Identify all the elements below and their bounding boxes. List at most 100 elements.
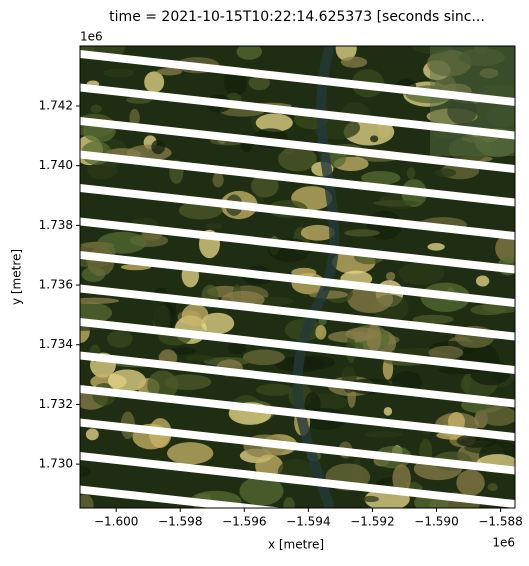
texture	[392, 464, 411, 494]
texture	[398, 262, 445, 285]
texture	[205, 223, 223, 230]
texture	[427, 243, 445, 251]
texture	[200, 312, 235, 334]
texture	[106, 330, 133, 348]
texture	[144, 71, 165, 93]
texture	[256, 296, 294, 306]
texture	[373, 199, 419, 207]
texture	[406, 167, 416, 180]
texture	[340, 56, 368, 68]
y-offset: 1e6	[80, 30, 103, 44]
texture	[167, 442, 214, 465]
texture	[470, 304, 506, 316]
texture	[236, 46, 263, 60]
swath-gap	[80, 251, 515, 307]
texture	[345, 327, 380, 341]
x-offset: 1e6	[492, 536, 515, 550]
texture	[129, 108, 140, 127]
swath-gap	[80, 150, 515, 207]
y-tick-label: 1.730	[39, 457, 73, 471]
swath-gap	[80, 385, 515, 441]
texture	[495, 233, 515, 263]
texture	[156, 67, 183, 76]
y-tick-label: 1.734	[39, 337, 73, 351]
texture	[181, 303, 209, 327]
texture	[85, 428, 99, 441]
texture	[97, 231, 147, 254]
texture	[242, 349, 285, 366]
river	[292, 46, 340, 508]
chart-title: time = 2021-10-15T10:22:14.625373 [secon…	[109, 9, 485, 25]
texture	[434, 168, 457, 178]
texture	[315, 325, 327, 340]
texture	[169, 346, 196, 355]
texture	[80, 465, 91, 477]
x-tick-label: −1.598	[158, 515, 202, 529]
texture	[428, 345, 464, 360]
texture	[227, 342, 247, 355]
y-tick-label: 1.732	[39, 397, 73, 411]
texture	[480, 406, 515, 426]
texture	[103, 68, 135, 78]
texture	[362, 495, 380, 503]
texture	[364, 431, 403, 438]
swath-gap	[80, 318, 515, 374]
texture	[147, 370, 178, 401]
texture	[185, 355, 214, 362]
texture	[154, 287, 167, 295]
texture	[80, 494, 94, 508]
texture	[80, 241, 115, 248]
y-axis-label: y [metre]	[10, 249, 24, 305]
x-tick-label: −1.590	[414, 515, 458, 529]
swath-gap	[80, 351, 515, 408]
texture	[283, 497, 295, 508]
texture	[412, 314, 454, 324]
texture	[239, 476, 284, 506]
texture	[90, 104, 102, 114]
y-tick-label: 1.740	[39, 158, 73, 172]
texture	[487, 483, 498, 492]
texture	[151, 139, 165, 155]
swath-gap	[80, 117, 515, 173]
texture	[383, 406, 393, 416]
texture	[80, 297, 120, 304]
swath-gap	[80, 485, 284, 508]
texture	[80, 302, 113, 324]
swath-gap	[80, 217, 515, 274]
texture	[255, 454, 284, 478]
x-tick-label: −1.594	[286, 515, 330, 529]
texture	[344, 229, 380, 237]
x-tick-label: −1.592	[350, 515, 394, 529]
x-axis-label: x [metre]	[268, 538, 324, 552]
texture	[152, 303, 177, 331]
swath-gap	[80, 418, 515, 475]
x-tick-label: −1.600	[94, 515, 138, 529]
texture	[248, 75, 270, 91]
texture	[87, 160, 118, 180]
y-tick-label: 1.736	[39, 278, 73, 292]
swath-gap	[80, 83, 515, 140]
texture	[475, 275, 490, 287]
texture	[212, 172, 224, 188]
texture	[277, 146, 317, 172]
y-tick-label: 1.742	[39, 98, 73, 112]
axes-frame	[79, 45, 516, 509]
swath-gap	[80, 184, 515, 240]
texture	[107, 369, 147, 392]
x-tick-label: −1.596	[222, 515, 266, 529]
texture	[255, 113, 293, 132]
texture	[256, 383, 293, 396]
texture	[300, 224, 335, 241]
texture	[385, 271, 396, 281]
texture	[361, 170, 401, 185]
x-tick-label: −1.588	[478, 515, 522, 529]
y-tick-label: 1.738	[39, 218, 73, 232]
texture	[462, 374, 471, 393]
texture	[370, 135, 379, 143]
texture	[251, 174, 279, 198]
swath-gap	[80, 452, 515, 508]
texture	[456, 469, 485, 496]
swath-gap	[80, 50, 515, 106]
swath-gap	[80, 284, 515, 341]
